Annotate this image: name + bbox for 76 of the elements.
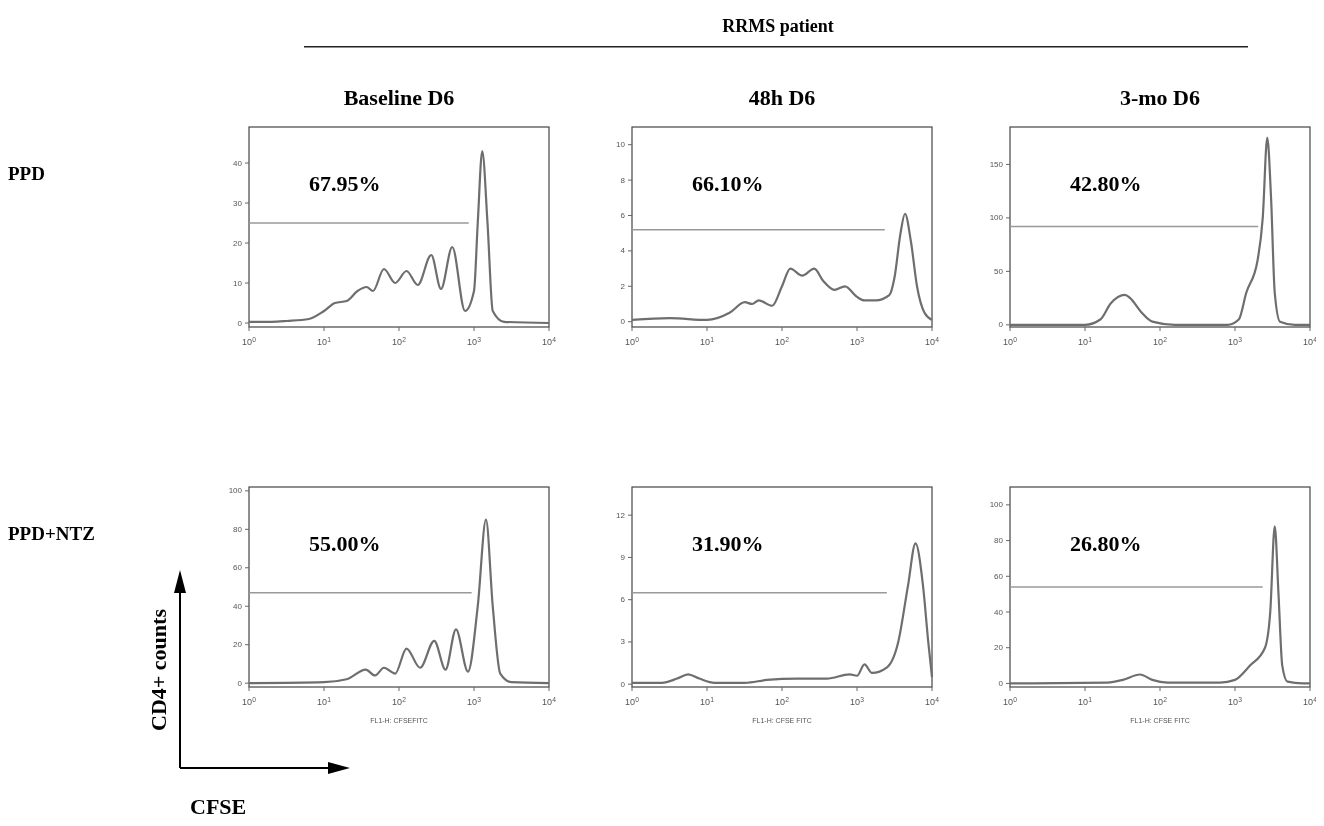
x-tick-label: 10$^{4}$ (542, 695, 557, 707)
y-axis-title: PPD+NTZ (8, 523, 95, 544)
y-tick-label: 12 (616, 510, 626, 520)
y-tick-label: 40 (994, 607, 1004, 617)
y-tick-label: 0 (620, 317, 626, 327)
y-tick-label: 0 (237, 678, 243, 688)
x-tick-label: 10$^{1}$ (317, 695, 332, 707)
x-tick-label: 10$^{0}$ (242, 695, 257, 707)
y-tick-label: 0 (620, 679, 626, 689)
y-tick-label: 100 (989, 500, 1004, 510)
annotation: 31.90% (692, 531, 764, 556)
x-tick-label: 10$^{0}$ (242, 335, 257, 347)
y-tick-label: 40 (233, 158, 243, 168)
annotation: 66.10% (692, 171, 764, 196)
y-tick-label: 100 (228, 486, 243, 496)
annotation: 26.80% (1070, 531, 1142, 556)
y-tick-label: 60 (233, 563, 243, 573)
chart-title: 3-mo D6 (1119, 85, 1201, 110)
y-tick-label: 3 (620, 637, 626, 647)
y-tick-label: 2 (620, 281, 626, 291)
annotation: 42.80% (1070, 171, 1142, 196)
x-tick-label: 10$^{4}$ (925, 335, 940, 347)
y-tick-label: 80 (994, 536, 1004, 546)
x-tick-label: 10$^{3}$ (1228, 335, 1243, 347)
y-tick-label: 20 (994, 643, 1004, 653)
x-tick-label: 10$^{0}$ (625, 335, 640, 347)
x-tick-label: 10$^{4}$ (542, 335, 557, 347)
x-tick-label: 10$^{0}$ (1003, 335, 1018, 347)
x-tick-label: 10$^{3}$ (850, 335, 865, 347)
text: CFSE (190, 794, 247, 819)
y-tick-label: 30 (233, 198, 243, 208)
y-tick-label: 40 (233, 601, 243, 611)
x-tick-label: 10$^{3}$ (467, 695, 482, 707)
annotation: 67.95% (309, 171, 381, 196)
x-tick-label: 10$^{3}$ (467, 335, 482, 347)
y-tick-label: 8 (620, 175, 626, 185)
text: CD4+ counts (146, 608, 171, 731)
x-tick-label: 10$^{3}$ (850, 695, 865, 707)
text: RRMS patient (722, 16, 834, 36)
x-tick-label: 10$^{1}$ (1078, 695, 1093, 707)
y-tick-label: 0 (998, 678, 1004, 688)
y-tick-label: 150 (989, 159, 1004, 169)
y-tick-label: 50 (994, 266, 1004, 276)
x-tick-label: 10$^{2}$ (392, 695, 407, 707)
y-tick-label: 60 (994, 571, 1004, 581)
x-tick-label: 10$^{4}$ (925, 695, 940, 707)
y-tick-label: 0 (237, 318, 243, 328)
x-tick-label: 10$^{2}$ (1153, 335, 1168, 347)
x-tick-label: 10$^{0}$ (1003, 695, 1018, 707)
annotation: 55.00% (309, 531, 381, 556)
y-tick-label: 80 (233, 524, 243, 534)
y-tick-label: 10 (233, 278, 243, 288)
y-tick-label: 6 (620, 211, 626, 221)
y-tick-label: 9 (620, 552, 626, 562)
x-tick-label: 10$^{1}$ (317, 335, 332, 347)
x-tick-label: 10$^{2}$ (775, 335, 790, 347)
x-tick-label: 10$^{3}$ (1228, 695, 1243, 707)
x-tick-label: 10$^{1}$ (700, 695, 715, 707)
y-tick-label: 20 (233, 238, 243, 248)
y-tick-label: 0 (998, 320, 1004, 330)
x-tick-label: 10$^{1}$ (700, 335, 715, 347)
x-tick-label: 10$^{0}$ (625, 695, 640, 707)
y-tick-label: 4 (620, 246, 626, 256)
x-tick-label: 10$^{2}$ (392, 335, 407, 347)
x-tick-label: 10$^{4}$ (1303, 335, 1318, 347)
x-tick-label: 10$^{2}$ (775, 695, 790, 707)
x-tick-label: 10$^{4}$ (1303, 695, 1318, 707)
y-tick-label: 20 (233, 640, 243, 650)
x-tick-label: 10$^{2}$ (1153, 695, 1168, 707)
chart-title: 48h D6 (748, 85, 816, 110)
y-tick-label: 100 (989, 213, 1004, 223)
y-tick-label: 6 (620, 595, 626, 605)
y-tick-label: 10 (616, 140, 626, 150)
chart-title: Baseline D6 (343, 85, 455, 110)
x-tick-label: 10$^{1}$ (1078, 335, 1093, 347)
y-axis-title: PPD (8, 163, 45, 184)
